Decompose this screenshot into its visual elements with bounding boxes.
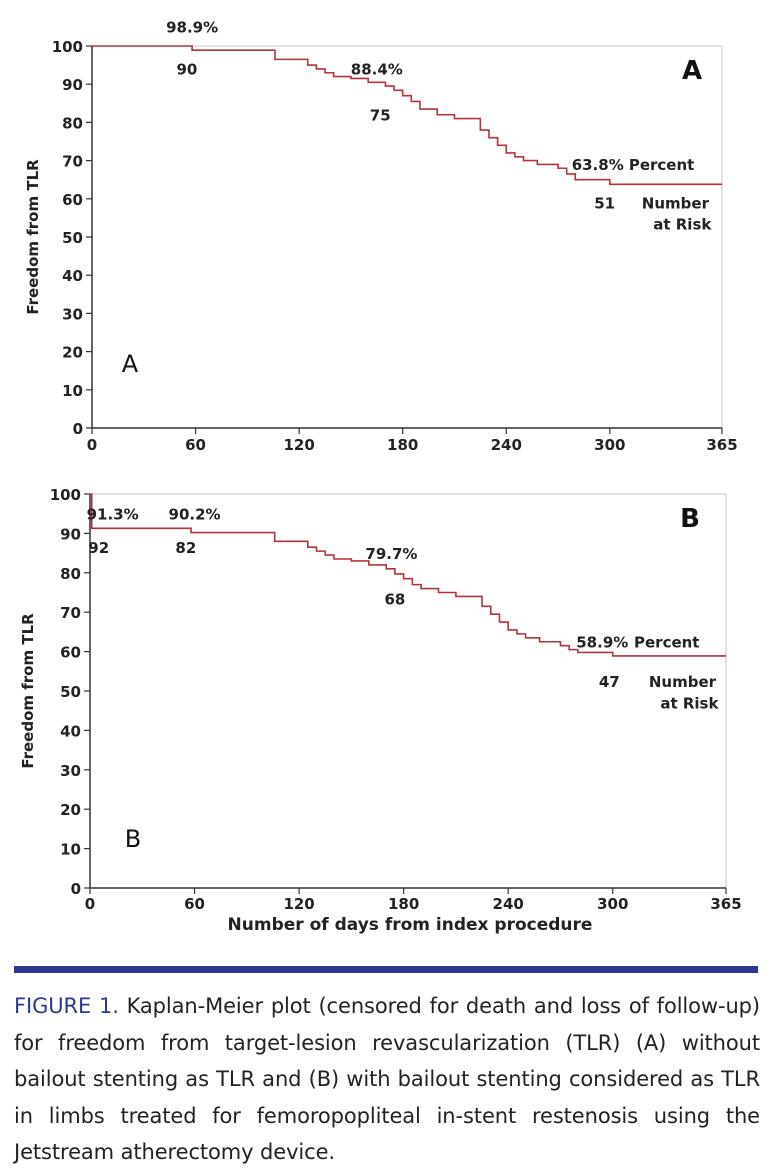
x-tick-label: 0 <box>85 895 95 913</box>
data-annotation: Number <box>649 673 717 691</box>
y-tick-label: 100 <box>50 486 81 504</box>
data-annotation: 68 <box>384 590 405 608</box>
data-annotation: at Risk <box>653 215 712 233</box>
figure-caption: FIGURE 1. Kaplan-Meier plot (censored fo… <box>14 988 760 1171</box>
x-tick-label: 240 <box>493 895 524 913</box>
y-axis-label: Freedom from TLR <box>19 613 37 769</box>
x-axis-label: Number of days from index procedure <box>228 915 593 935</box>
x-tick-label: 365 <box>706 436 737 454</box>
y-tick-label: 0 <box>73 420 83 438</box>
survival-curve <box>90 493 726 657</box>
x-tick-label: 180 <box>387 436 418 454</box>
data-annotation: 91.3% <box>87 506 139 524</box>
data-annotation: at Risk <box>660 695 719 713</box>
x-tick-label: 300 <box>594 436 625 454</box>
chart-panel-a: 0 10 20 30 40 50 60 70 80 90 100 0 60 120 180 240 300 365… <box>24 19 738 454</box>
x-tick-label: 300 <box>597 895 628 913</box>
y-tick-label: 20 <box>62 344 83 362</box>
caption-text: Kaplan-Meier plot (censored for death an… <box>14 994 760 1164</box>
figure-label: FIGURE 1. <box>14 994 119 1018</box>
y-tick-label: 90 <box>62 76 83 94</box>
data-annotation: 88.4% <box>351 61 403 79</box>
x-tick-label: 365 <box>710 895 741 913</box>
y-tick-label: 60 <box>62 191 83 209</box>
survival-curve <box>92 45 722 186</box>
y-tick-label: 30 <box>60 762 81 780</box>
y-tick-label: 80 <box>60 565 81 583</box>
x-tick-label: 120 <box>283 436 314 454</box>
y-tick-label: 40 <box>62 267 83 285</box>
data-annotation: Percent <box>629 156 694 174</box>
y-tick-label: 90 <box>60 525 81 543</box>
y-tick-label: 40 <box>60 722 81 740</box>
x-tick-label: 240 <box>491 436 522 454</box>
y-tick-label: 0 <box>71 880 81 898</box>
y-tick-label: 20 <box>60 801 81 819</box>
panel-label: B <box>125 825 141 853</box>
y-tick-label: 70 <box>62 153 83 171</box>
y-tick-label: 10 <box>60 841 81 859</box>
data-annotation: 98.9% <box>166 19 218 37</box>
panel-label: A <box>122 350 139 378</box>
data-annotation: Percent <box>634 634 699 652</box>
y-tick-label: 80 <box>62 114 83 132</box>
data-annotation: 90 <box>176 61 197 79</box>
data-annotation: 82 <box>175 539 196 557</box>
data-annotation: 51 <box>594 194 615 212</box>
x-tick-label: 60 <box>185 436 206 454</box>
caption-divider <box>14 966 758 973</box>
data-annotation: 47 <box>599 673 620 691</box>
data-annotation: 75 <box>370 106 391 124</box>
y-tick-label: 70 <box>60 604 81 622</box>
chart-panel-b: 0 10 20 30 40 50 60 70 80 90 100 0 60 120 180 240 300 365… <box>19 486 742 935</box>
x-tick-label: 180 <box>388 895 419 913</box>
data-annotation: 92 <box>88 539 109 557</box>
y-tick-label: 10 <box>62 382 83 400</box>
plot-frame <box>91 45 723 429</box>
y-tick-label: 60 <box>60 644 81 662</box>
panel-corner-label: A <box>682 56 702 86</box>
data-annotation: 63.8% <box>572 156 624 174</box>
panel-corner-label: B <box>680 504 700 534</box>
y-tick-label: 50 <box>62 229 83 247</box>
y-tick-label: 30 <box>62 305 83 323</box>
y-axis-label: Freedom from TLR <box>24 159 42 315</box>
x-tick-label: 60 <box>184 895 205 913</box>
data-annotation: Number <box>642 194 710 212</box>
data-annotation: 58.9% <box>576 634 628 652</box>
data-annotation: 79.7% <box>365 545 417 563</box>
x-tick-label: 0 <box>87 436 97 454</box>
data-annotation: 90.2% <box>169 506 221 524</box>
y-tick-label: 50 <box>60 683 81 701</box>
x-tick-label: 120 <box>283 895 314 913</box>
y-tick-label: 100 <box>52 38 83 56</box>
